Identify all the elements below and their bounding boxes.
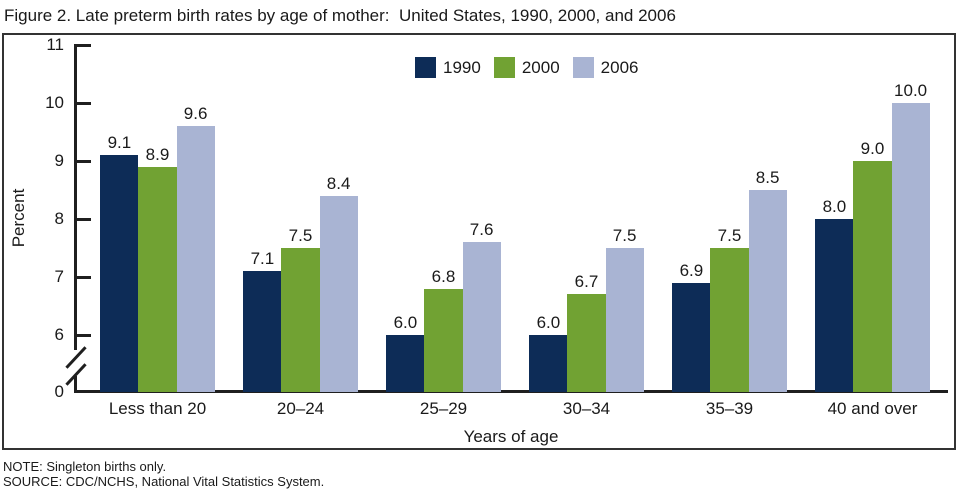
- chart-box: [2, 33, 956, 450]
- legend-swatch-1990: [415, 57, 436, 78]
- source-text: SOURCE: CDC/NCHS, National Vital Statist…: [3, 474, 325, 489]
- legend-item-1990: 1990: [415, 57, 481, 78]
- legend-label-2000: 2000: [521, 58, 560, 77]
- legend-swatch-2006: [572, 57, 594, 78]
- figure-title: Figure 2. Late preterm birth rates by ag…: [4, 6, 676, 25]
- note-text: NOTE: Singleton births only.: [3, 459, 167, 474]
- legend-swatch-2000: [493, 57, 515, 78]
- legend-item-2006: 2006: [572, 57, 639, 78]
- legend-label-2006: 2006: [600, 58, 639, 77]
- legend-label-1990: 1990: [443, 58, 481, 77]
- legend: 1990 2000 2006: [415, 57, 638, 78]
- legend-item-2000: 2000: [493, 57, 560, 78]
